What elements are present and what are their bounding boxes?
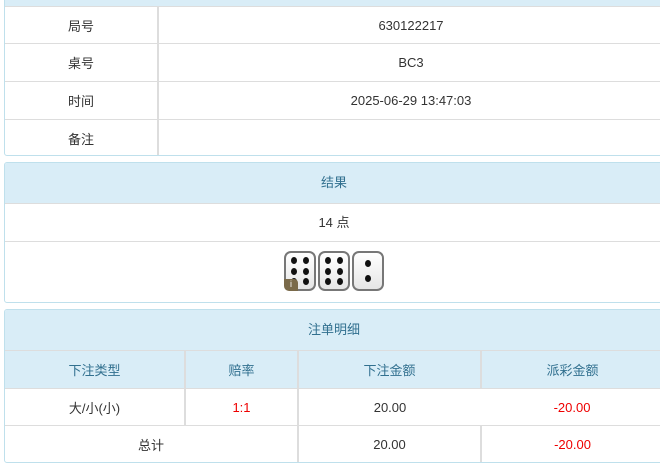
- table-row: 时间 2025-06-29 13:47:03: [5, 81, 660, 120]
- label-time: 时间: [5, 81, 159, 120]
- value-note: [158, 119, 660, 155]
- bet-amount: 20.00: [298, 388, 481, 426]
- die-pip: [365, 259, 371, 267]
- table-header: 下注类型 赔率 下注金额 派彩金额: [5, 350, 660, 389]
- result-points: 14 点: [5, 203, 660, 241]
- info-icon[interactable]: i: [284, 279, 298, 291]
- die-face-6: [318, 251, 350, 291]
- result-panel: 结果 14 点 i: [4, 162, 660, 303]
- bets-title: 注单明细: [5, 310, 660, 350]
- die-pip: [291, 267, 298, 275]
- dice-row: i: [5, 241, 660, 302]
- total-row: 总计 20.00 -20.00: [5, 425, 660, 462]
- table-row: 桌号 BC3: [5, 43, 660, 82]
- bet-payout: -20.00: [481, 388, 660, 426]
- bet-type: 大/小(小): [5, 388, 186, 426]
- die-face-2: [352, 251, 384, 291]
- die-pip: [325, 267, 332, 275]
- bet-odds: 1:1: [185, 388, 299, 426]
- die-pip: [302, 267, 309, 275]
- die-pip: [336, 277, 343, 285]
- die-pip: [336, 257, 343, 265]
- value-round: 630122217: [158, 6, 660, 44]
- info-table: 局号 630122217 桌号 BC3 时间 2025-06-29 13:47:03 …: [5, 6, 660, 155]
- label-table: 桌号: [5, 43, 159, 82]
- bets-panel: 注单明细 下注类型 赔率 下注金额 派彩金额 大/小(小) 1:1 20.00 …: [4, 309, 660, 463]
- die-pip: [302, 257, 309, 265]
- header-amount: 下注金额: [298, 350, 482, 389]
- die-pip: [302, 277, 309, 285]
- die-pip: [325, 277, 332, 285]
- table-row: 大/小(小) 1:1 20.00 -20.00: [5, 388, 660, 426]
- total-payout: -20.00: [481, 425, 660, 462]
- die-pip: [365, 275, 371, 283]
- bets-table: 下注类型 赔率 下注金额 派彩金额 大/小(小) 1:1 20.00 -20.0…: [5, 350, 660, 462]
- die-face-6: i: [284, 251, 316, 291]
- table-row: 备注: [5, 119, 660, 155]
- label-note: 备注: [5, 119, 159, 155]
- value-time: 2025-06-29 13:47:03: [158, 81, 660, 120]
- die-pip: [336, 267, 343, 275]
- table-row: 局号 630122217: [5, 6, 660, 44]
- total-amount: 20.00: [298, 425, 482, 462]
- info-panel: 局号 630122217 桌号 BC3 时间 2025-06-29 13:47:03 …: [4, 0, 660, 156]
- header-odds: 赔率: [185, 350, 299, 389]
- die-pip: [291, 257, 298, 265]
- label-round: 局号: [5, 6, 159, 44]
- value-table: BC3: [158, 43, 660, 82]
- die-pip: [325, 257, 332, 265]
- header-payout: 派彩金额: [481, 350, 660, 389]
- total-label: 总计: [5, 425, 299, 462]
- header-bet-type: 下注类型: [5, 350, 186, 389]
- result-title: 结果: [5, 163, 660, 203]
